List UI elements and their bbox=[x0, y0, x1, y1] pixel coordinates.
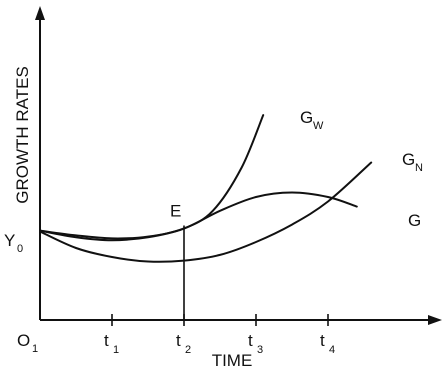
series-line-g bbox=[39, 191, 358, 242]
series-line-g-n bbox=[39, 161, 373, 263]
series-curves: GG WG N bbox=[39, 108, 423, 263]
x-tick-label: t bbox=[320, 331, 325, 350]
x-tick-label: t bbox=[248, 331, 253, 350]
series-label: G bbox=[402, 150, 415, 169]
x-tick-label: t bbox=[104, 331, 109, 350]
x-tick-label: t bbox=[176, 331, 181, 350]
x-tick-label-sub: 1 bbox=[113, 344, 119, 356]
series-label-sub: N bbox=[415, 162, 423, 174]
x-axis-arrowhead bbox=[428, 315, 442, 325]
origin-label-main: O bbox=[17, 331, 30, 350]
x-axis-label: TIME bbox=[212, 351, 253, 370]
origin-label: O 1 bbox=[17, 331, 38, 355]
axes bbox=[35, 6, 442, 325]
point-e-label: E bbox=[170, 202, 181, 221]
series-label-sub: W bbox=[313, 120, 324, 132]
origin-label-sub: 1 bbox=[32, 343, 38, 355]
y0-label-sub: 0 bbox=[17, 243, 23, 255]
y-axis-arrowhead bbox=[35, 6, 45, 20]
y-axis-label: GROWTH RATES bbox=[13, 66, 32, 204]
series-label: G bbox=[300, 108, 313, 127]
y0-label: Y 0 bbox=[4, 231, 23, 255]
x-tick-label-sub: 3 bbox=[257, 344, 263, 356]
y0-label-main: Y bbox=[4, 231, 15, 250]
series-label: G bbox=[408, 211, 421, 230]
series-line-g-w bbox=[39, 114, 265, 240]
x-tick-label-sub: 4 bbox=[329, 344, 335, 356]
x-tick-label-sub: 2 bbox=[185, 344, 191, 356]
annotations: E bbox=[170, 202, 185, 320]
